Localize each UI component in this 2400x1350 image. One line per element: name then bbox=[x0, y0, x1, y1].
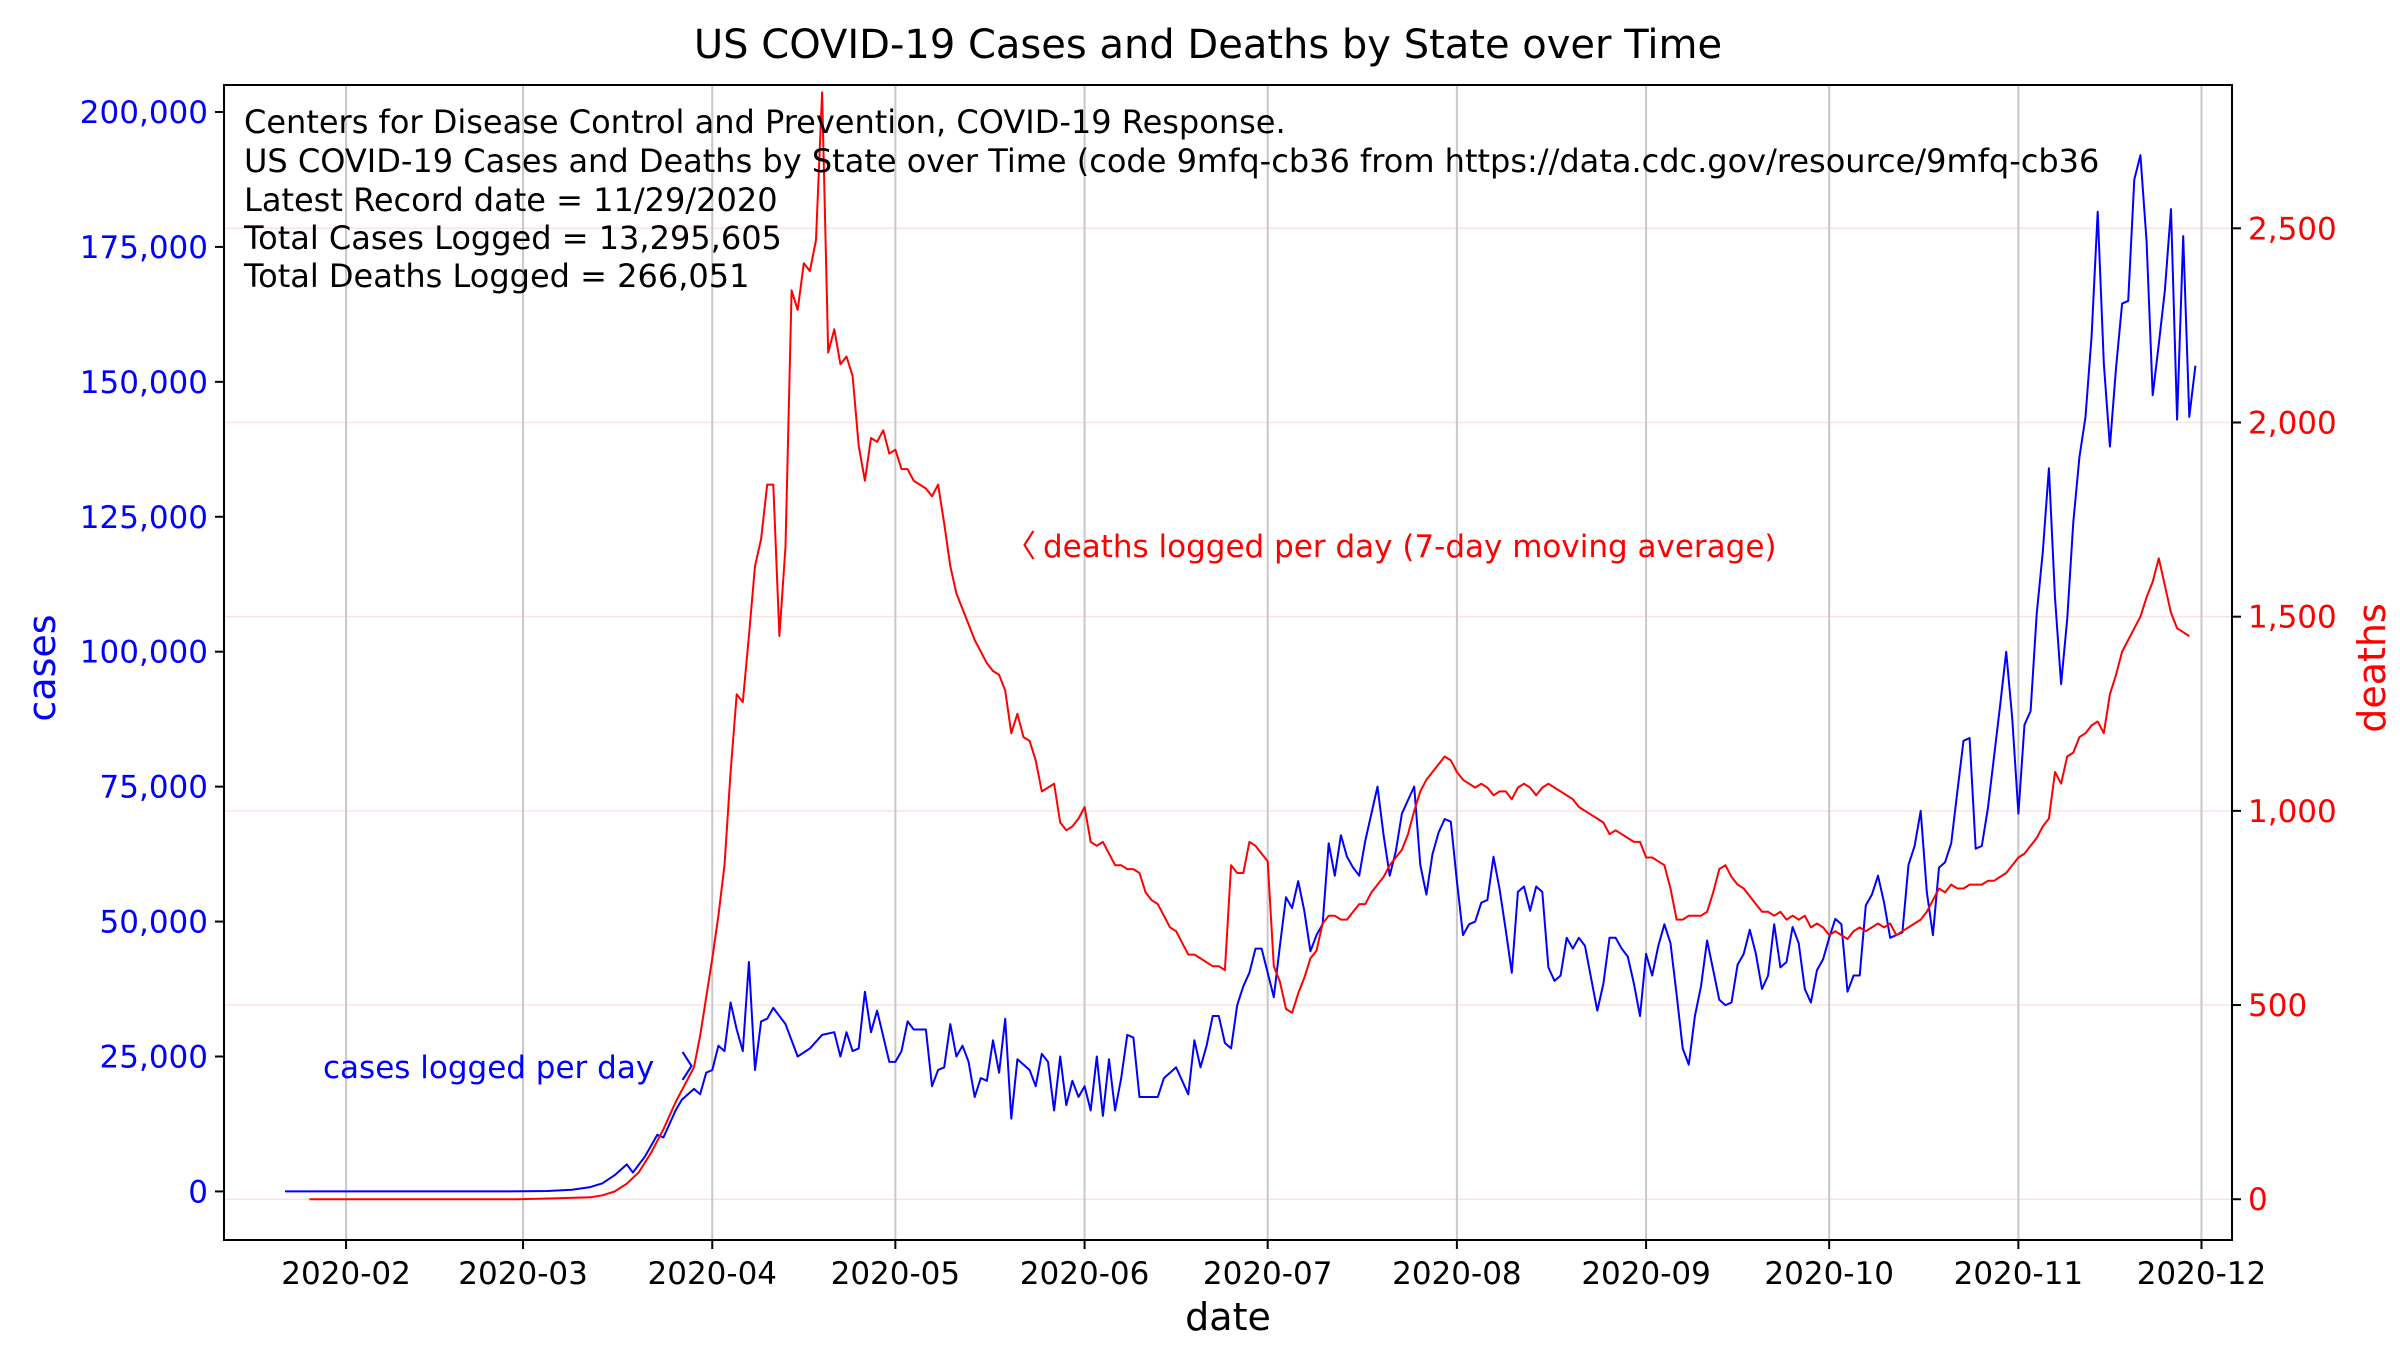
cases-arrow-icon: 〉 bbox=[680, 1050, 711, 1086]
chart-title: US COVID-19 Cases and Deaths by State ov… bbox=[694, 22, 1722, 68]
y-right-tick-label: 1,000 bbox=[2248, 794, 2337, 830]
series-line-cases bbox=[285, 154, 2197, 1193]
info-line-latest-date: Latest Record date = 11/29/2020 bbox=[244, 181, 778, 219]
y-left-tick-label: 125,000 bbox=[80, 500, 208, 536]
x-tick-label: 2020-05 bbox=[831, 1256, 961, 1292]
x-tick-label: 2020-11 bbox=[1954, 1256, 2084, 1292]
x-tick-label: 2020-09 bbox=[1581, 1256, 1711, 1292]
series-line-deaths bbox=[309, 91, 2190, 1201]
y-left-axis-label: cases bbox=[20, 614, 64, 721]
x-tick-label: 2020-07 bbox=[1203, 1256, 1333, 1292]
cases-annotation: cases logged per day bbox=[323, 1050, 654, 1086]
x-tick-label: 2020-12 bbox=[2137, 1256, 2267, 1292]
y-left-tick-label: 0 bbox=[188, 1174, 208, 1210]
y-right-tick-label: 500 bbox=[2248, 988, 2307, 1024]
x-tick-label: 2020-02 bbox=[281, 1256, 411, 1292]
y-left-tick-label: 25,000 bbox=[100, 1039, 208, 1075]
y-left-tick-label: 175,000 bbox=[80, 230, 208, 266]
x-tick-label: 2020-06 bbox=[1020, 1256, 1150, 1292]
y-right-tick-label: 1,500 bbox=[2248, 600, 2337, 636]
y-left-tick-label: 200,000 bbox=[80, 95, 208, 131]
x-tick-label: 2020-03 bbox=[458, 1256, 588, 1292]
info-block: Centers for Disease Control and Preventi… bbox=[243, 103, 2099, 295]
info-line-total-deaths: Total Deaths Logged = 266,051 bbox=[243, 257, 749, 295]
x-tick-label: 2020-08 bbox=[1392, 1256, 1522, 1292]
y-left-tick-label: 50,000 bbox=[100, 905, 208, 941]
plot-frame bbox=[223, 84, 2233, 1241]
x-tick-label: 2020-10 bbox=[1764, 1256, 1894, 1292]
y-left-tick-label: 75,000 bbox=[100, 770, 208, 806]
info-line-dataset: US COVID-19 Cases and Deaths by State ov… bbox=[244, 142, 2099, 180]
info-line-source: Centers for Disease Control and Preventi… bbox=[244, 103, 1286, 141]
grid-layer bbox=[224, 85, 2232, 1240]
y-left-tick-label: 100,000 bbox=[80, 635, 208, 671]
deaths-annotation: deaths logged per day (7-day moving aver… bbox=[1043, 529, 1777, 565]
ticks-layer: 0 500 1,000 1,500 2,000 2,500 2020-02 2020-03 20… bbox=[80, 95, 2337, 1292]
deaths-arrow-icon: 〈 bbox=[1005, 529, 1036, 565]
y-right-tick-label: 0 bbox=[2248, 1182, 2268, 1218]
y-right-tick-label: 2,000 bbox=[2248, 405, 2337, 441]
y-right-axis-label: deaths bbox=[2350, 603, 2394, 733]
series-layer bbox=[285, 91, 2197, 1201]
x-axis-label: date bbox=[1185, 1295, 1271, 1339]
y-right-tick-label: 2,500 bbox=[2248, 211, 2337, 247]
y-left-tick-label: 150,000 bbox=[80, 365, 208, 401]
info-line-total-cases: Total Cases Logged = 13,295,605 bbox=[243, 219, 782, 257]
x-tick-label: 2020-04 bbox=[648, 1256, 778, 1292]
